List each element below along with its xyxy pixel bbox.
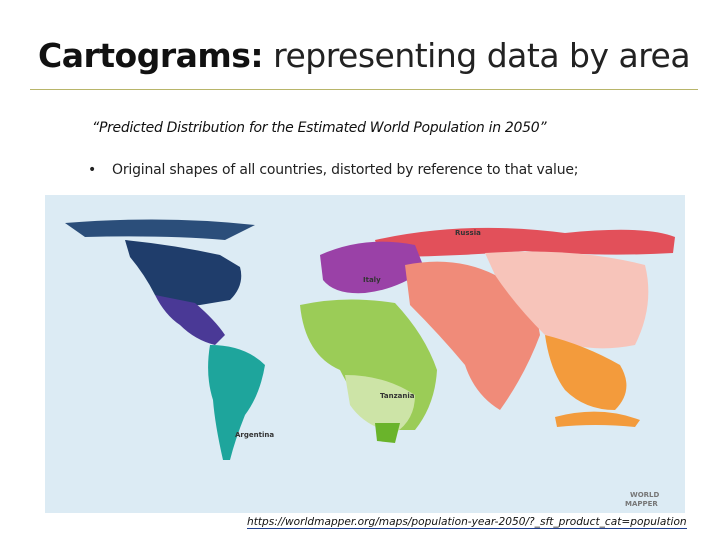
bullet-dot: • [88, 162, 97, 178]
logo-line: MAPPER [625, 500, 658, 508]
region-south-africa [375, 423, 400, 443]
bullet-item: • Original shapes of all countries, disto… [88, 162, 579, 178]
map-label: Russia [455, 229, 481, 237]
map-label: Argentina [235, 431, 274, 439]
region-east-asia [485, 251, 649, 349]
region-southeast-asia [545, 335, 627, 410]
region-arctic [65, 219, 255, 240]
region-south-america [208, 345, 265, 460]
map-label: Tanzania [380, 392, 415, 400]
region-europe [320, 241, 425, 294]
title-rest: representing data by area [263, 36, 691, 75]
bullet-text: Original shapes of all countries, distor… [112, 162, 579, 178]
region-indonesia [555, 411, 640, 427]
region-central-america [155, 295, 225, 345]
title: Cartograms: representing data by area [38, 36, 691, 75]
title-bold: Cartograms: [38, 36, 264, 75]
region-russia [375, 227, 675, 257]
region-north-america [125, 240, 242, 306]
cartogram-map: Russia Italy Tanzania Argentina WORLD MA… [45, 195, 685, 513]
map-label: Italy [363, 276, 381, 284]
title-rule [30, 89, 698, 90]
region-east-africa [345, 375, 415, 433]
quote: “Predicted Distribution for the Estimate… [92, 120, 547, 136]
source-link[interactable]: https://worldmapper.org/maps/population-… [247, 516, 687, 529]
region-south-asia [405, 261, 540, 410]
logo-line: WORLD [630, 491, 660, 499]
